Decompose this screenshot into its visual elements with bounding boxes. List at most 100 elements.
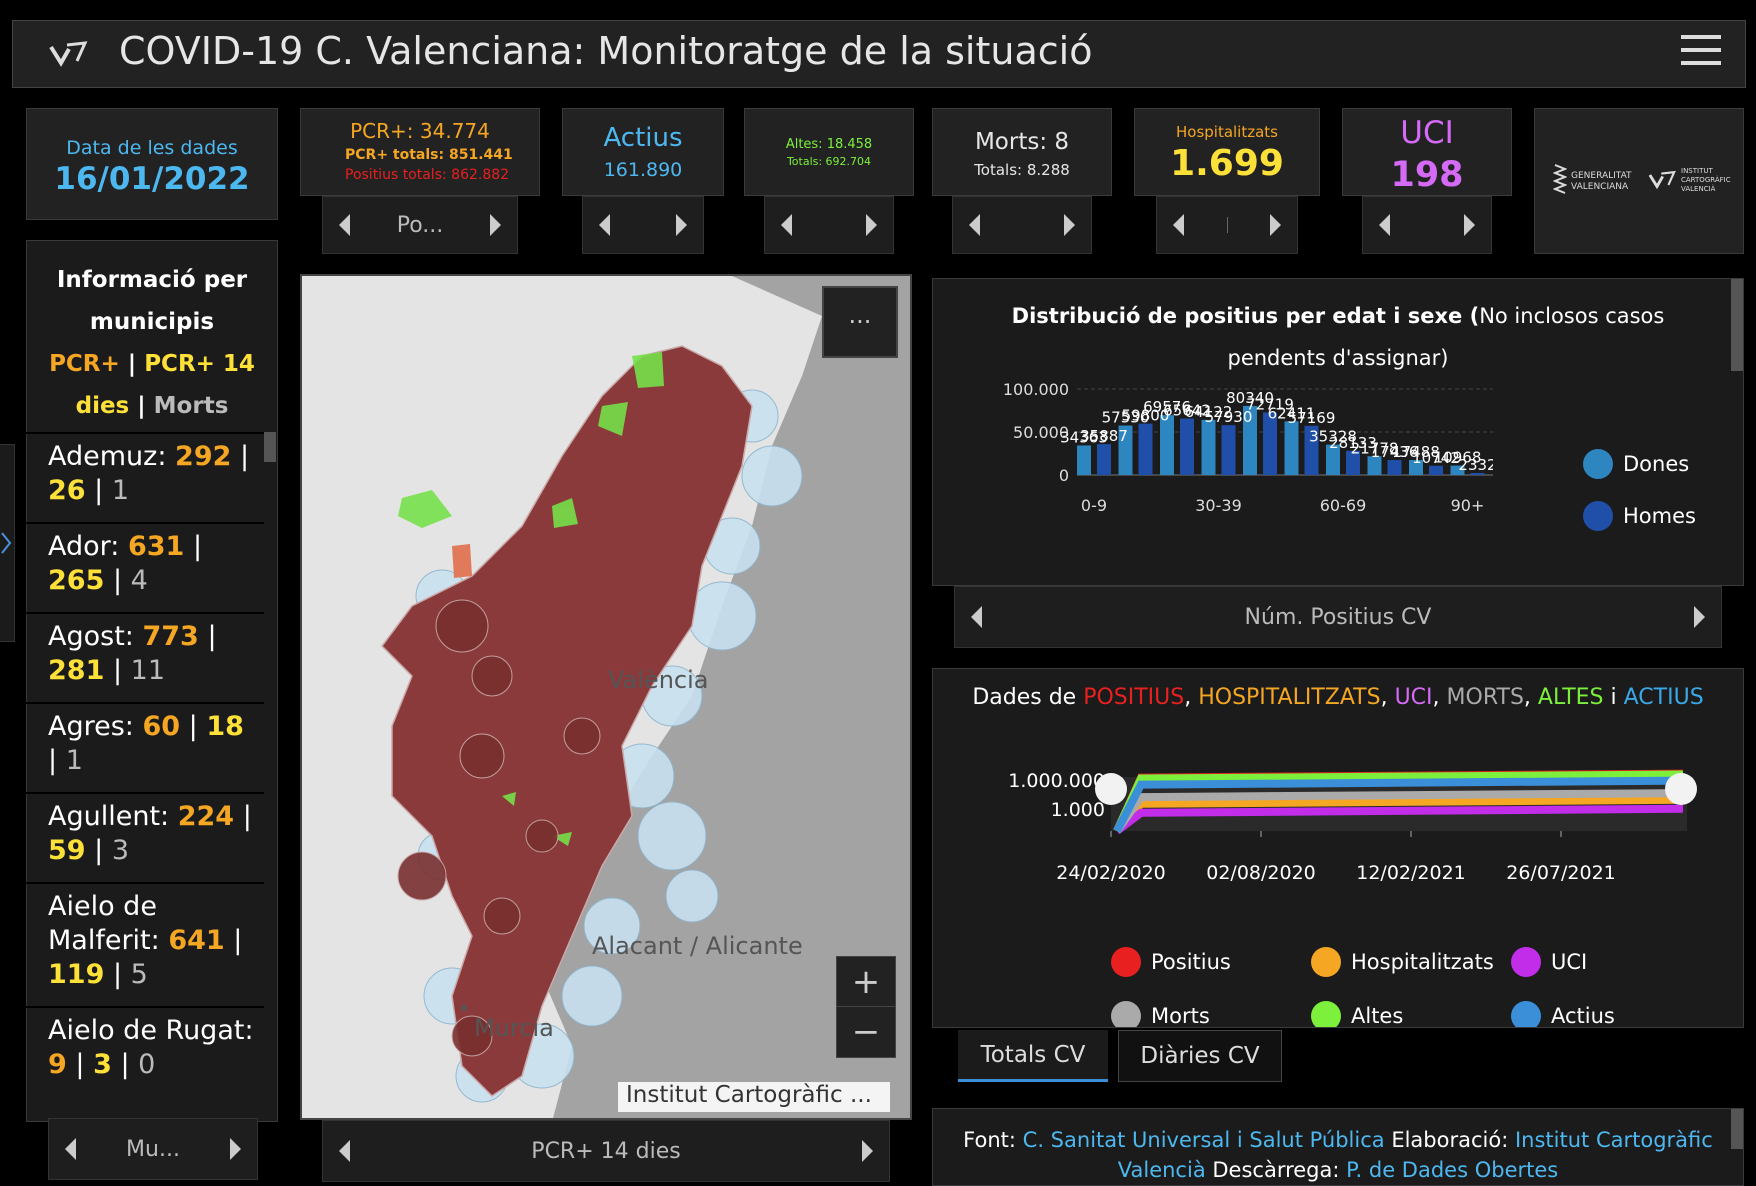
side-collapse-tab[interactable]	[0, 444, 15, 642]
next-arrow-icon[interactable]	[1064, 214, 1075, 236]
zoom-out-button[interactable]: −	[836, 1006, 896, 1058]
prev-arrow-icon[interactable]	[339, 1140, 350, 1162]
legend-item-hospitalitzats: Hospitalitzats	[1311, 947, 1494, 977]
gva-logo-icon	[1553, 164, 1567, 194]
download-link[interactable]: P. de Dades Obertes	[1346, 1158, 1559, 1182]
uci-card: UCI 198	[1342, 108, 1512, 196]
next-arrow-icon[interactable]	[489, 214, 501, 236]
bar-dones-60-69	[1326, 444, 1340, 475]
x-tick-label: 30-39	[1195, 496, 1242, 515]
next-arrow-icon[interactable]	[230, 1138, 241, 1160]
bar-data-label: 57930	[1205, 408, 1253, 426]
bar-data-label: 28133	[1329, 434, 1377, 452]
pcr-value: PCR+: 34.774	[350, 119, 490, 143]
hosp-label: Hospitalitzats	[1175, 123, 1278, 141]
actius-card: Actius 161.890	[562, 108, 724, 196]
map-view[interactable]: València Alacant / Alicante Murcia ··· +…	[300, 274, 912, 1120]
list-item[interactable]: Agres: 60 | 18 | 1	[26, 702, 264, 792]
zoom-in-button[interactable]: +	[836, 956, 896, 1008]
legend-dot	[1111, 947, 1141, 977]
y-tick-label: 0	[1059, 466, 1069, 485]
elaboracio-link[interactable]: Institut Cartogràfic	[1514, 1128, 1713, 1152]
bar-data-label: 72719	[1246, 395, 1294, 413]
altes-card: Altes: 18.458 Totals: 692.704	[744, 108, 914, 196]
bar-data-label: 35887	[1080, 427, 1128, 445]
legend-dot	[1311, 947, 1341, 977]
list-scrollbar[interactable]	[264, 432, 276, 462]
prev-arrow-icon[interactable]	[969, 214, 980, 236]
bar-dones-30-39	[1201, 419, 1216, 475]
list-item[interactable]: Agullent: 224 | 59 | 3	[26, 792, 264, 882]
bar-homes-50-59	[1304, 425, 1319, 475]
map-attribution[interactable]: Institut Cartogràfic ...	[618, 1082, 890, 1112]
bar-dones-70-79	[1367, 456, 1382, 475]
list-item[interactable]: Agost: 773 | 281 | 11	[26, 612, 264, 702]
prev-arrow-icon[interactable]	[971, 606, 982, 628]
date-card: Data de les dades 16/01/2022	[26, 108, 278, 220]
bar-homes-70-79	[1387, 460, 1402, 475]
hamburger-menu-icon[interactable]	[1681, 35, 1721, 69]
timeline-title: Dades de POSITIUS, HOSPITALITZATS, UCI, …	[972, 685, 1704, 710]
range-handle-end	[1665, 773, 1697, 805]
uci-value: 198	[1390, 155, 1464, 195]
next-arrow-icon[interactable]	[676, 214, 687, 236]
age-chart-scrollbar[interactable]	[1731, 279, 1743, 371]
next-arrow-icon[interactable]	[1270, 214, 1281, 236]
prev-arrow-icon[interactable]	[339, 214, 350, 236]
bar-dones-90+	[1450, 465, 1465, 475]
bar-homes-30-39	[1221, 425, 1236, 475]
list-item[interactable]: Ador: 631 | 265 | 4	[26, 522, 264, 612]
legend-dot	[1511, 947, 1541, 977]
actius-nav	[582, 196, 704, 254]
bar-homes-80-89	[1429, 465, 1443, 475]
range-handle-start	[1095, 773, 1127, 805]
x-tick-label: 26/07/2021	[1506, 862, 1616, 884]
pcr-totals: PCR+ totals: 851.441	[345, 147, 513, 163]
elaboracio-link-2[interactable]: Valencià	[1117, 1158, 1206, 1182]
list-item[interactable]: Ademuz: 292 | 26 | 1	[26, 432, 264, 522]
legend-item-altes: Altes	[1311, 1001, 1404, 1028]
source-link[interactable]: C. Sanitat Universal i Salut Pública	[1022, 1128, 1385, 1152]
legend-label: Altes	[1351, 1004, 1404, 1028]
legend-label: UCI	[1551, 950, 1588, 974]
next-arrow-icon[interactable]	[1464, 214, 1475, 236]
bar-data-label: 69576	[1143, 398, 1191, 416]
bar-homes-60-69	[1346, 450, 1360, 475]
date-label: Data de les dades	[66, 137, 238, 159]
bar-dones-0-9	[1077, 445, 1091, 475]
hosp-value: 1.699	[1170, 143, 1284, 184]
pcr-card: PCR+: 34.774 PCR+ totals: 851.441 Positi…	[300, 108, 540, 196]
prev-arrow-icon[interactable]	[1173, 214, 1184, 236]
hosp-card: Hospitalitzats 1.699	[1134, 108, 1320, 196]
uci-nav	[1362, 196, 1492, 254]
icv-logo-small-icon	[1648, 170, 1676, 190]
footer-scrollbar[interactable]	[1731, 1109, 1743, 1149]
prev-arrow-icon[interactable]	[599, 214, 610, 236]
age-bar-chart: 3436335887575305980069576656426412257930…	[1003, 380, 1493, 515]
municipis-nav-label: Mu...	[126, 1136, 180, 1162]
next-arrow-icon[interactable]	[866, 214, 877, 236]
bar-data-label: 17488	[1392, 443, 1440, 461]
list-item[interactable]: Aielo de Malferit: 641 | 119 | 5	[26, 882, 264, 1006]
prev-arrow-icon[interactable]	[1379, 214, 1390, 236]
map-more-options-button[interactable]: ···	[822, 286, 898, 358]
x-tick-label: 24/02/2020	[1056, 862, 1166, 884]
prev-arrow-icon[interactable]	[781, 214, 792, 236]
bar-homes-20-29	[1180, 418, 1194, 475]
legend-item-uci: UCI	[1511, 947, 1587, 977]
bar-dones-40-49	[1243, 405, 1257, 475]
age-chart-panel: Distribució de positius per edat i sexe …	[932, 278, 1744, 586]
bar-data-label: 21778	[1351, 439, 1399, 457]
pcr-nav-label: Po...	[396, 212, 444, 238]
bar-data-label: 17436	[1371, 443, 1419, 461]
prev-arrow-icon[interactable]	[65, 1138, 76, 1160]
next-arrow-icon[interactable]	[862, 1140, 873, 1162]
map-nav-label: PCR+ 14 dies	[531, 1138, 681, 1164]
legend-item-positius: Positius	[1111, 947, 1231, 977]
tab-diaries-cv[interactable]: Diàries CV	[1118, 1030, 1282, 1082]
tab-totals-cv[interactable]: Totals CV	[958, 1030, 1108, 1082]
legend-label: Actius	[1551, 1004, 1615, 1028]
x-tick-label: 60-69	[1320, 496, 1367, 515]
next-arrow-icon[interactable]	[1693, 606, 1705, 628]
list-item[interactable]: Aielo de Rugat: 9 | 3 | 0	[26, 1006, 264, 1118]
